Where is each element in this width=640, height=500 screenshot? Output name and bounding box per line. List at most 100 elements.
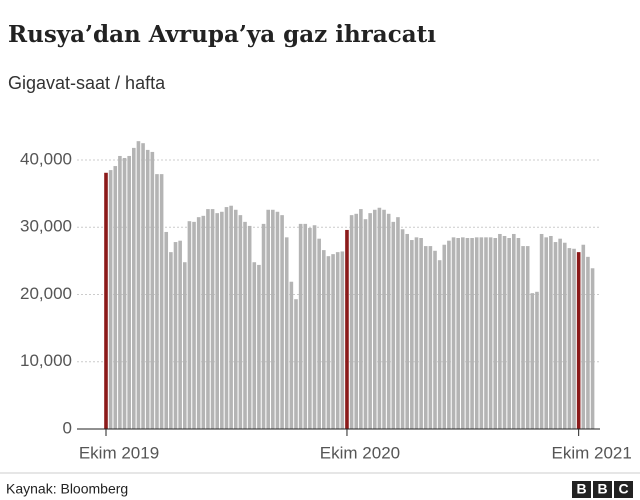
bar [498, 233, 502, 429]
bar [132, 147, 136, 429]
bar [567, 248, 572, 429]
bar [187, 221, 192, 429]
bar [178, 240, 182, 429]
x-tick-label: Ekim 2021 [552, 443, 632, 462]
bar [252, 262, 257, 429]
bar [461, 237, 465, 429]
bar [164, 231, 169, 429]
bar [326, 256, 331, 429]
bar [521, 246, 525, 429]
bar [516, 238, 521, 429]
logo-letter: B [597, 481, 607, 497]
bar [150, 151, 155, 429]
bar [354, 213, 359, 429]
bar [405, 233, 410, 429]
y-tick-label: 30,000 [20, 217, 72, 236]
bar [308, 227, 312, 429]
y-tick-label: 20,000 [20, 284, 72, 303]
bar [386, 213, 391, 429]
chart-subtitle: Gigavat-saat / hafta [8, 73, 166, 93]
bar [372, 209, 377, 429]
bar [247, 225, 252, 429]
bar [465, 238, 470, 429]
bar [215, 213, 220, 429]
bar [576, 252, 581, 429]
bar [118, 155, 122, 429]
bar [410, 240, 414, 429]
bar [220, 211, 224, 429]
bar [474, 237, 479, 429]
bar [419, 238, 423, 429]
bar [396, 217, 400, 429]
bar [210, 209, 215, 429]
bar [303, 223, 308, 429]
bar [257, 264, 261, 429]
bar [321, 250, 326, 429]
bar [331, 254, 335, 429]
logo-letter: C [618, 481, 628, 497]
bar [507, 238, 511, 429]
bar [511, 233, 516, 429]
bar [335, 252, 340, 429]
bar [173, 242, 178, 429]
bar [104, 172, 108, 429]
bar [108, 170, 113, 429]
bar [581, 244, 586, 429]
bar [145, 149, 150, 429]
bar [159, 174, 164, 429]
bar [201, 215, 206, 429]
bar [261, 223, 266, 429]
bar [136, 141, 141, 430]
bar [572, 248, 576, 429]
bar [238, 215, 243, 429]
bar [349, 215, 354, 429]
bar [224, 207, 229, 429]
bar [447, 240, 451, 429]
bar [502, 235, 507, 429]
bar [586, 256, 590, 429]
bar [525, 246, 530, 429]
bar [382, 209, 386, 429]
bar [423, 246, 428, 429]
bar [558, 238, 562, 429]
bar [271, 209, 275, 429]
bar [414, 237, 419, 429]
bar [294, 299, 298, 429]
bar [122, 157, 127, 430]
bar [488, 237, 493, 429]
y-tick-label: 0 [63, 418, 72, 437]
bar [553, 242, 558, 429]
logo-letter: B [576, 481, 586, 497]
bar [233, 209, 238, 429]
y-tick-label: 40,000 [20, 149, 72, 168]
bar [275, 211, 280, 429]
bar [484, 237, 488, 429]
bar [298, 223, 303, 429]
bar [312, 225, 317, 429]
bar [442, 244, 447, 429]
bar [368, 213, 372, 429]
bar [377, 207, 382, 429]
x-tick-label: Ekim 2019 [79, 443, 159, 462]
bar [451, 237, 456, 429]
bar [539, 233, 544, 429]
x-tick-label: Ekim 2020 [320, 443, 400, 462]
bar [127, 155, 131, 429]
bar [206, 209, 210, 429]
bar [196, 217, 201, 429]
bar [391, 221, 396, 429]
bar [400, 229, 405, 429]
bar [470, 238, 474, 429]
bar [243, 221, 247, 429]
bar [456, 238, 460, 429]
bar [169, 252, 173, 429]
bar [562, 242, 567, 429]
bar [428, 246, 433, 429]
bar [433, 250, 437, 429]
bar [530, 293, 535, 429]
bar [590, 268, 595, 429]
bar [363, 219, 368, 429]
bar [479, 237, 484, 429]
bar [549, 235, 553, 429]
